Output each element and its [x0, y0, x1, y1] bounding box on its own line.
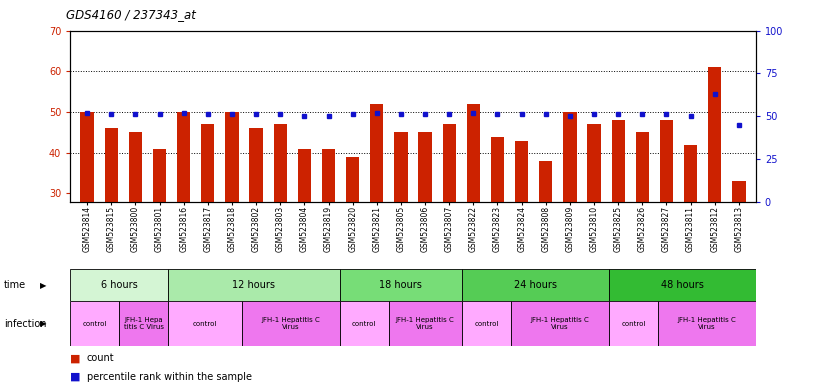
- Bar: [563, 112, 577, 202]
- Bar: [153, 149, 166, 202]
- Bar: [609, 301, 657, 346]
- Bar: [443, 124, 456, 202]
- Bar: [462, 301, 511, 346]
- Bar: [511, 301, 609, 346]
- Bar: [708, 67, 721, 202]
- Bar: [80, 112, 93, 202]
- Bar: [684, 145, 697, 202]
- Text: JFH-1 Hepatitis C
Virus: JFH-1 Hepatitis C Virus: [530, 317, 589, 330]
- Bar: [169, 269, 339, 301]
- Bar: [70, 269, 169, 301]
- Bar: [462, 269, 609, 301]
- Text: time: time: [4, 280, 26, 290]
- Bar: [394, 132, 407, 202]
- Bar: [388, 301, 462, 346]
- Bar: [339, 269, 462, 301]
- Text: control: control: [352, 321, 376, 326]
- Bar: [515, 141, 529, 202]
- Text: 48 hours: 48 hours: [661, 280, 704, 290]
- Bar: [611, 120, 624, 202]
- Bar: [370, 104, 383, 202]
- Text: control: control: [621, 321, 646, 326]
- Text: 6 hours: 6 hours: [101, 280, 138, 290]
- Bar: [241, 301, 339, 346]
- Bar: [322, 149, 335, 202]
- Bar: [177, 112, 190, 202]
- Bar: [587, 124, 601, 202]
- Bar: [636, 132, 649, 202]
- Bar: [733, 181, 746, 202]
- Bar: [70, 301, 119, 346]
- Text: JFH-1 Hepatitis C
Virus: JFH-1 Hepatitis C Virus: [261, 317, 320, 330]
- Text: JFH-1 Hepa
titis C Virus: JFH-1 Hepa titis C Virus: [124, 317, 164, 330]
- Bar: [169, 301, 242, 346]
- Bar: [225, 112, 239, 202]
- Bar: [339, 301, 388, 346]
- Text: 24 hours: 24 hours: [514, 280, 557, 290]
- Bar: [467, 104, 480, 202]
- Bar: [491, 136, 504, 202]
- Text: JFH-1 Hepatitis C
Virus: JFH-1 Hepatitis C Virus: [396, 317, 454, 330]
- Text: GDS4160 / 237343_at: GDS4160 / 237343_at: [66, 8, 196, 21]
- Bar: [657, 301, 756, 346]
- Text: infection: infection: [4, 318, 46, 329]
- Text: control: control: [83, 321, 107, 326]
- Text: ▶: ▶: [40, 281, 46, 290]
- Bar: [273, 124, 287, 202]
- Bar: [202, 124, 215, 202]
- Text: ▶: ▶: [40, 319, 46, 328]
- Bar: [660, 120, 673, 202]
- Bar: [119, 301, 169, 346]
- Bar: [249, 128, 263, 202]
- Bar: [609, 269, 756, 301]
- Text: 12 hours: 12 hours: [232, 280, 275, 290]
- Text: control: control: [192, 321, 217, 326]
- Bar: [346, 157, 359, 202]
- Bar: [539, 161, 553, 202]
- Bar: [297, 149, 311, 202]
- Text: percentile rank within the sample: percentile rank within the sample: [87, 372, 252, 382]
- Text: count: count: [87, 353, 114, 363]
- Text: ■: ■: [70, 372, 81, 382]
- Text: ■: ■: [70, 353, 81, 363]
- Text: 18 hours: 18 hours: [379, 280, 422, 290]
- Bar: [129, 132, 142, 202]
- Bar: [105, 128, 118, 202]
- Text: JFH-1 Hepatitis C
Virus: JFH-1 Hepatitis C Virus: [677, 317, 736, 330]
- Text: control: control: [474, 321, 499, 326]
- Bar: [419, 132, 432, 202]
